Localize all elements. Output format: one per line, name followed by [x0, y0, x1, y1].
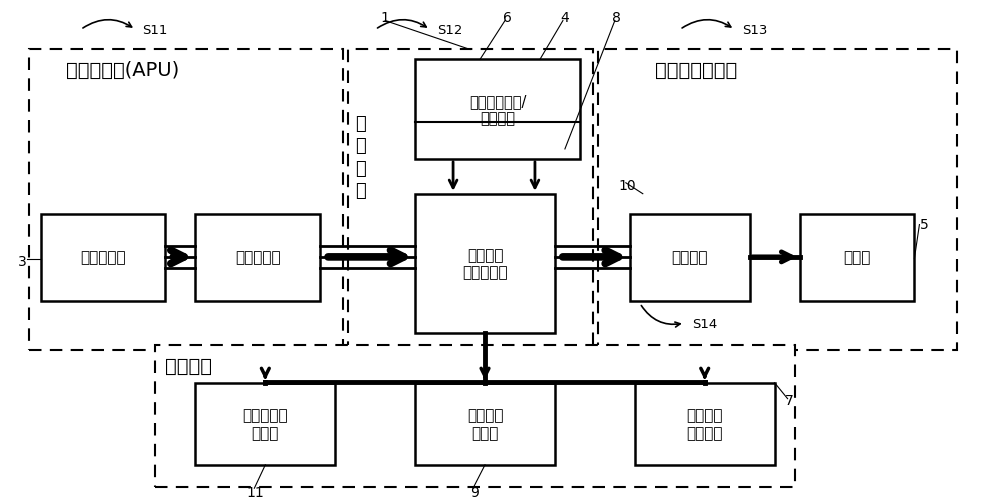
Text: 6: 6 — [503, 11, 511, 25]
Text: 8: 8 — [612, 11, 621, 25]
Text: 动
力
电
池: 动 力 电 池 — [355, 115, 366, 199]
Text: 4: 4 — [561, 11, 569, 25]
Text: 驱动电机: 驱动电机 — [671, 250, 708, 265]
Bar — [630, 214, 750, 301]
Text: 交流发电机: 交流发电机 — [235, 250, 281, 265]
Bar — [348, 50, 593, 351]
Bar — [195, 383, 335, 465]
Text: 1: 1 — [381, 11, 390, 25]
Bar — [155, 346, 795, 487]
Bar — [415, 60, 580, 159]
Text: 3: 3 — [18, 255, 27, 269]
Text: 10: 10 — [618, 178, 636, 192]
Text: 7: 7 — [785, 393, 794, 407]
Text: 定距桨: 定距桨 — [843, 250, 871, 265]
Text: S12: S12 — [437, 24, 462, 37]
Text: S11: S11 — [142, 24, 168, 37]
Bar — [415, 383, 555, 465]
Bar — [195, 214, 320, 301]
Text: 转子发动机: 转子发动机 — [80, 250, 126, 265]
Bar — [598, 50, 957, 351]
Bar — [41, 214, 165, 301]
Text: 控制系统: 控制系统 — [165, 356, 212, 375]
Text: 9: 9 — [471, 485, 479, 499]
Text: S14: S14 — [692, 317, 717, 330]
Bar — [29, 50, 343, 351]
Text: 混合动力
集成控制器: 混合动力 集成控制器 — [462, 247, 508, 280]
Text: 增程器模块(APU): 增程器模块(APU) — [66, 61, 179, 80]
Text: S13: S13 — [742, 24, 767, 37]
Text: 驱动电机
控制器: 驱动电机 控制器 — [467, 408, 503, 440]
Text: 转子发动机
控制器: 转子发动机 控制器 — [243, 408, 288, 440]
Text: 电池管理系统/
动力电池: 电池管理系统/ 动力电池 — [469, 94, 526, 126]
Text: 功率管理
控制模块: 功率管理 控制模块 — [686, 408, 723, 440]
Bar — [415, 194, 555, 333]
Text: 11: 11 — [246, 485, 264, 499]
Text: 5: 5 — [920, 217, 929, 231]
Text: 电驱动系统模块: 电驱动系统模块 — [655, 61, 737, 80]
Bar — [800, 214, 914, 301]
Bar — [635, 383, 775, 465]
